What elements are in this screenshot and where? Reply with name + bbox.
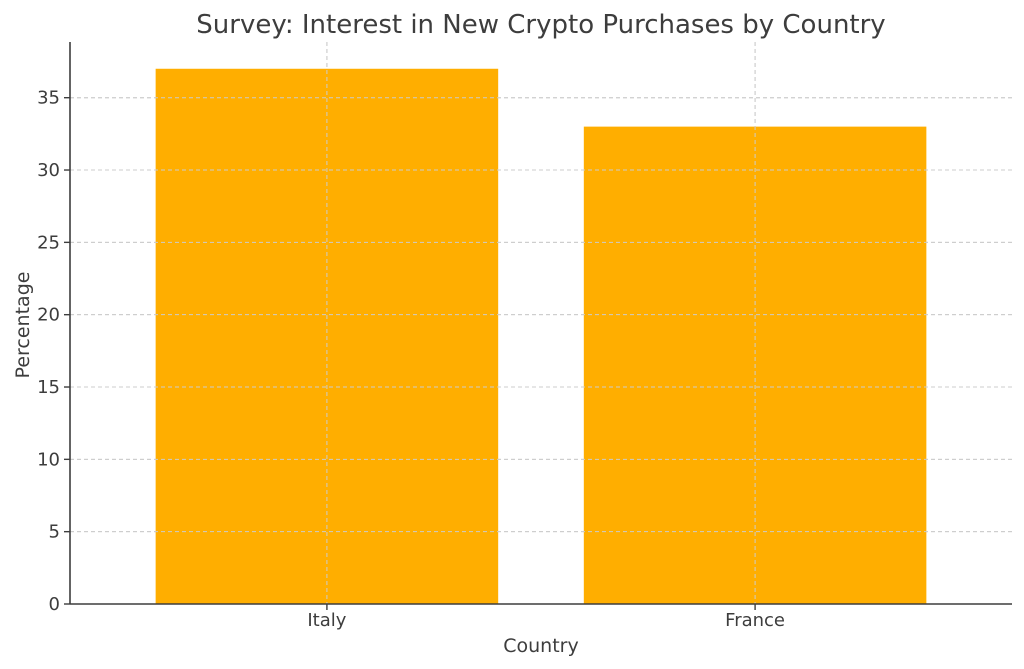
y-tick-label: 25 [37, 232, 60, 253]
chart-title: Survey: Interest in New Crypto Purchases… [196, 10, 885, 40]
y-axis-label: Percentage [12, 272, 34, 379]
x-tick-label: Italy [307, 610, 346, 631]
y-tick-label: 30 [37, 160, 60, 181]
y-tick-label: 35 [37, 88, 60, 109]
axis-layer [69, 42, 1012, 605]
y-tick-label: 20 [37, 305, 60, 326]
x-tick-label: France [725, 610, 785, 631]
x-axis-label: Country [503, 635, 578, 657]
y-tick-label: 10 [37, 449, 60, 470]
x-tick-layer: Italy France [307, 604, 785, 631]
y-tick-label: 15 [37, 377, 60, 398]
y-tick-label: 5 [49, 522, 60, 543]
y-tick-layer: 0 5 10 15 20 25 30 35 [37, 88, 70, 615]
y-tick-label: 0 [49, 594, 60, 615]
bar-layer [70, 42, 1012, 605]
